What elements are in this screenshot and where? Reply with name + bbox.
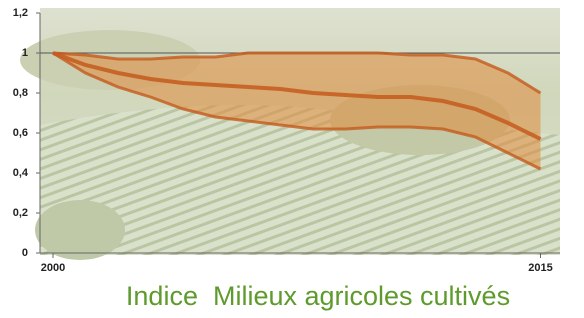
y-tick-label: 1,2 — [13, 7, 28, 19]
x-tick-label: 2000 — [41, 262, 65, 274]
y-tick-label: 0,8 — [13, 87, 28, 99]
y-tick-label: 0 — [22, 247, 28, 259]
y-tick-label: 0,2 — [13, 207, 28, 219]
y-tick-label: 0,4 — [13, 167, 29, 179]
x-tick-label: 2015 — [528, 262, 552, 274]
y-tick-label: 1 — [22, 47, 28, 59]
chart: Indice Milieux agricoles cultivés 0 0,2 0,… — [0, 0, 584, 318]
chart-title: Indice Milieux agricoles cultivés — [126, 281, 510, 311]
y-tick-label: 0,6 — [13, 127, 28, 139]
